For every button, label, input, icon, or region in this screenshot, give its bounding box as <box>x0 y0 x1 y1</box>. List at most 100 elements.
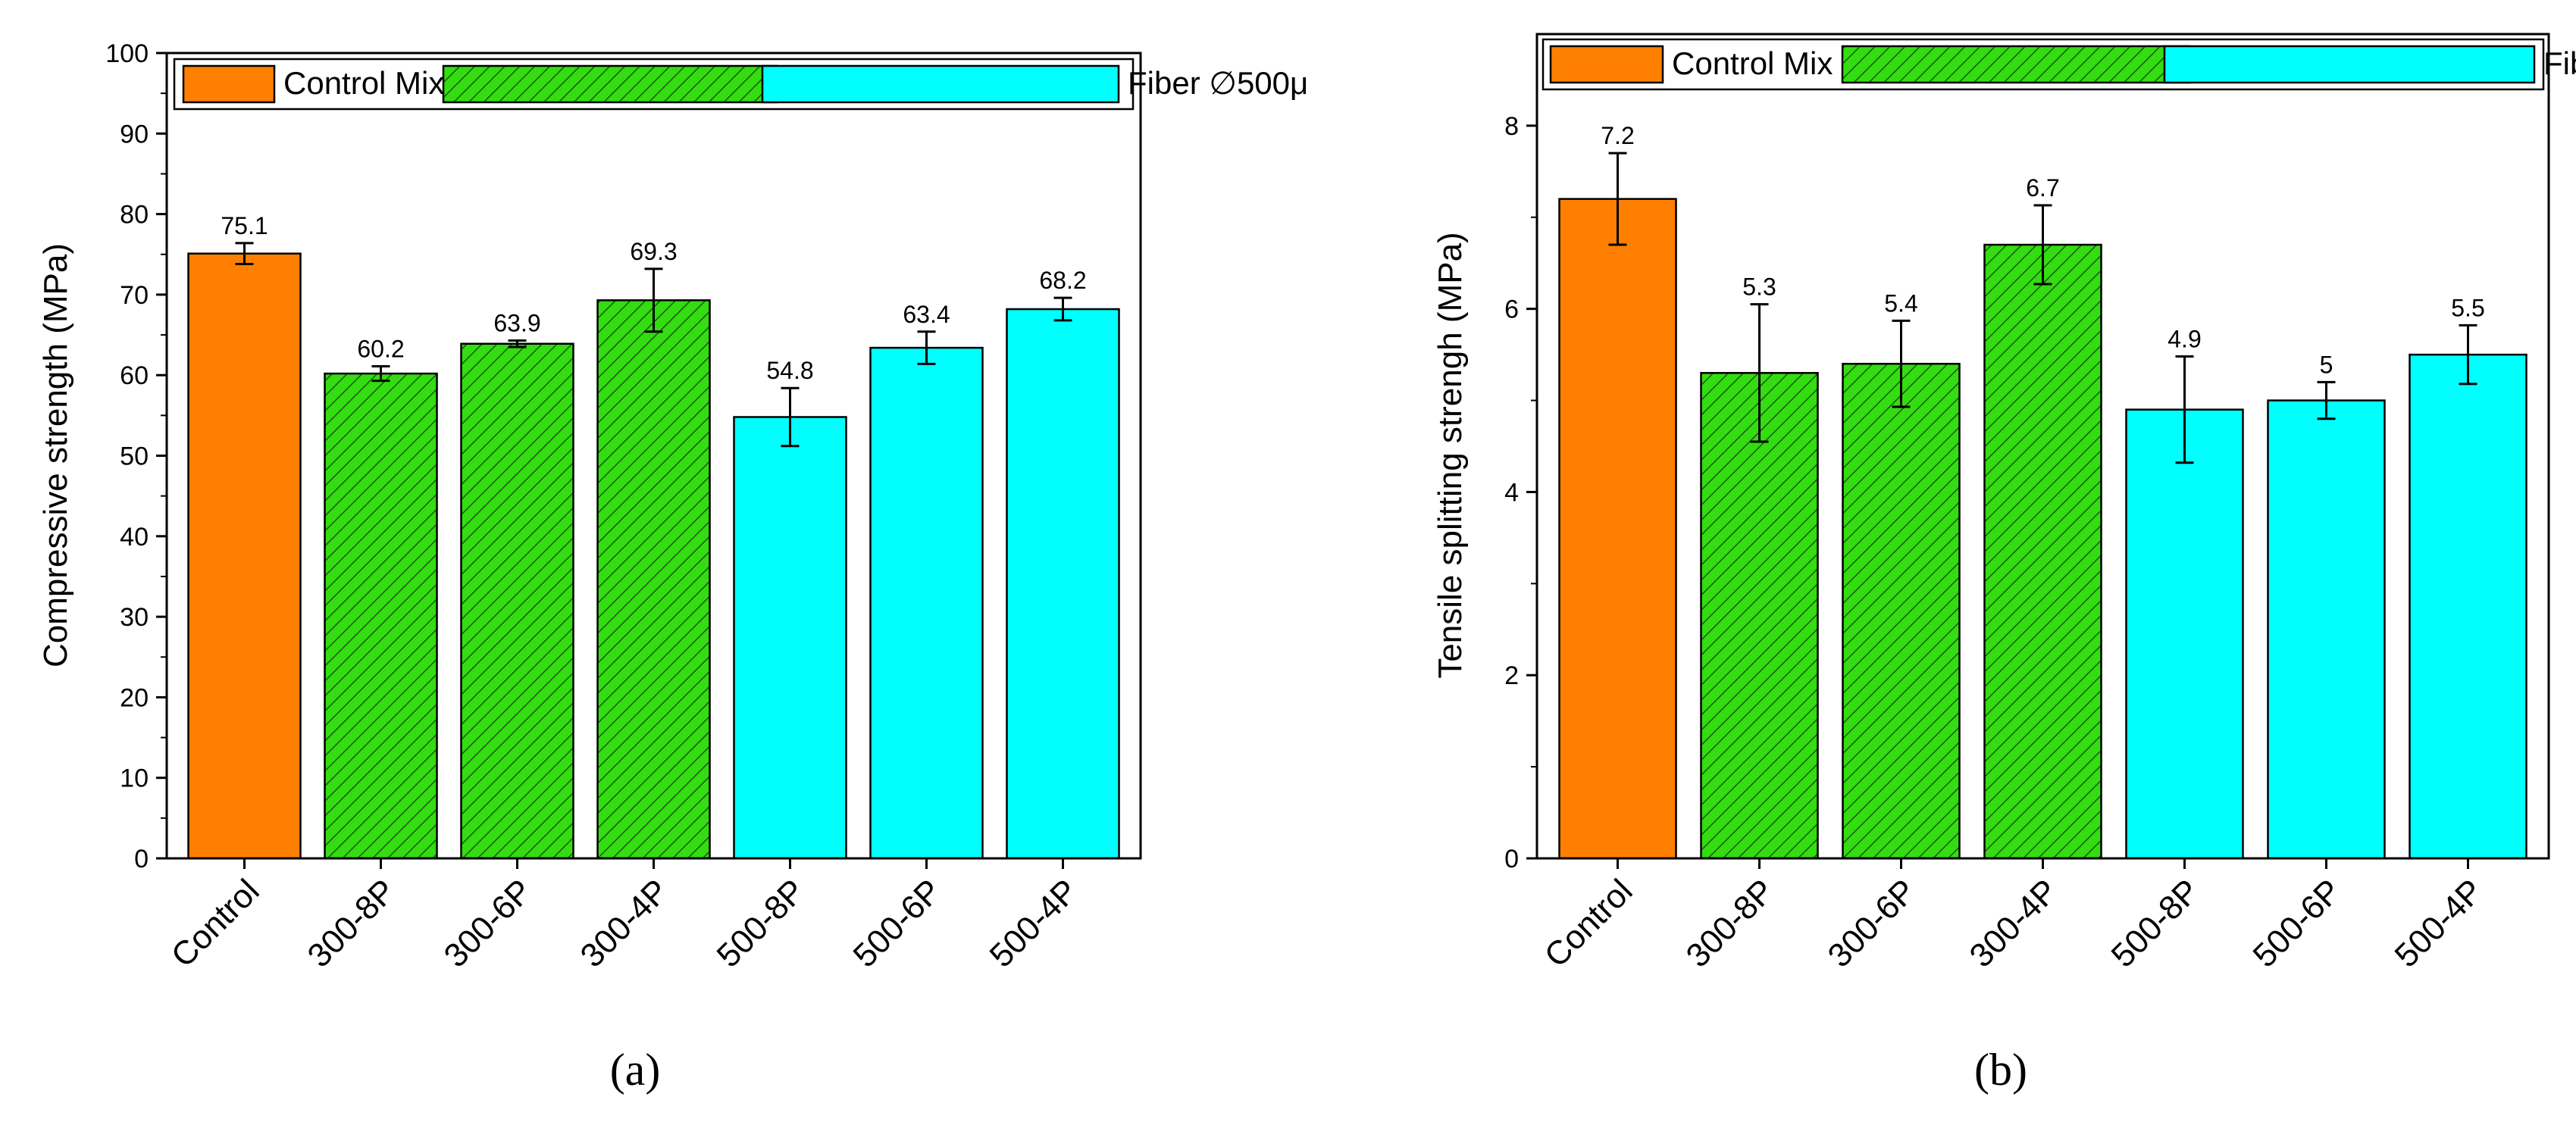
legend-swatch-control <box>1549 45 1664 84</box>
legend-label-control: Control Mix <box>1672 45 1833 81</box>
bar-500-8p <box>2125 408 2244 860</box>
legend-swatch-fiber500 <box>2163 45 2536 84</box>
legend-swatch-fiber500 <box>761 64 1120 104</box>
y-axis-ticks-b: 0 2 4 6 8 <box>1504 112 1537 874</box>
value-labels-a: 75.1 60.2 63.9 69.3 54.8 63.4 68.2 <box>221 212 1086 384</box>
value-label: 7.2 <box>1601 122 1634 149</box>
bar-300-8p <box>324 372 438 860</box>
plot-frame-b <box>1535 33 2550 860</box>
error-bar-500-4p <box>1053 296 1072 322</box>
y-tick-label: 4 <box>1504 478 1519 507</box>
error-bar-control <box>1608 152 1627 246</box>
bar-500-4p <box>2409 353 2527 860</box>
y-tick-label: 70 <box>120 281 149 310</box>
value-label: 54.8 <box>766 357 813 384</box>
y-tick-label: 0 <box>134 845 149 874</box>
y-tick-label: 0 <box>1504 845 1519 874</box>
error-bar-control <box>235 242 254 266</box>
y-tick-label: 8 <box>1504 112 1519 141</box>
error-bar-500-4p <box>2459 323 2477 386</box>
legend-label-control: Control Mix <box>283 65 444 101</box>
y-tick-label: 2 <box>1504 661 1519 690</box>
y-tick-label: 10 <box>120 764 149 793</box>
y-tick-label: 6 <box>1504 295 1519 324</box>
error-bars-a <box>235 242 1072 448</box>
panel-caption-a: (a) <box>610 1045 661 1095</box>
bar-300-6p <box>460 342 574 860</box>
bar-control <box>1558 198 1677 860</box>
plot-frame-a <box>165 52 1142 860</box>
x-tick-label: Control <box>1538 872 1640 974</box>
bar-300-4p <box>1983 243 2102 860</box>
y-axis-label-b: Tensile splitting strengh (MPa) <box>1432 232 1469 678</box>
x-tick-label: 500-4P <box>983 872 1085 974</box>
bar-500-8p <box>733 416 847 860</box>
legend-label-fiber500: Fiber ∅500μ <box>2543 45 2576 81</box>
chart-panel-a: 75.1 60.2 63.9 69.3 54.8 63.4 68.2 0 10 20 30 40 50… <box>37 39 1308 1095</box>
bar-500-6p <box>869 346 984 860</box>
chart-panel-b: 7.2 5.3 5.4 6.7 4.9 5 5.5 0 2 4 6 8 Control 300-8P 3… <box>1432 33 2576 1095</box>
x-tick-label: 500-6P <box>847 872 949 974</box>
bar-control <box>187 252 302 860</box>
y-tick-label: 90 <box>120 120 149 148</box>
value-label: 4.9 <box>2168 326 2201 353</box>
error-bar-500-8p <box>781 386 800 448</box>
value-label: 69.3 <box>630 238 677 265</box>
value-label: 5 <box>2320 351 2333 378</box>
x-tick-label: 300-4P <box>1963 872 2065 974</box>
value-label: 6.7 <box>2026 174 2059 202</box>
value-label: 63.4 <box>903 301 950 328</box>
x-tick-label: 300-6P <box>437 872 540 974</box>
error-bars-b <box>1608 152 2477 464</box>
x-tick-label: 500-6P <box>2246 872 2349 974</box>
y-axis-ticks-a: 0 10 20 30 40 50 60 70 80 90 100 <box>105 39 167 874</box>
x-tick-label: 500-8P <box>710 872 812 974</box>
bar-500-4p <box>1006 308 1120 860</box>
legend-label-fiber500: Fiber ∅500μ <box>1128 65 1308 101</box>
x-tick-label: 500-4P <box>2388 872 2490 974</box>
error-bar-300-8p <box>371 365 390 383</box>
error-bar-300-4p <box>644 267 663 333</box>
y-axis-label-a: Compressive strength (MPa) <box>37 243 74 667</box>
x-axis-ticks-a: Control 300-8P 300-6P 300-4P 500-8P 500-6P 500… <box>164 858 1085 974</box>
bar-300-8p <box>1700 372 1819 860</box>
bar-300-4p <box>596 299 711 860</box>
error-bar-500-6p <box>2317 380 2336 420</box>
y-tick-label: 80 <box>120 201 149 230</box>
error-bar-300-4p <box>2033 204 2052 286</box>
error-bar-300-6p <box>1892 319 1911 408</box>
value-label: 5.3 <box>1742 273 1776 301</box>
value-label: 63.9 <box>493 309 540 336</box>
x-tick-label: 300-6P <box>1821 872 1923 974</box>
bar-300-6p <box>1842 362 1961 860</box>
bar-series-a <box>187 252 1120 860</box>
y-tick-label: 30 <box>120 603 149 632</box>
value-label: 5.5 <box>2451 294 2484 321</box>
legend-swatch-control <box>182 64 276 104</box>
x-axis-ticks-b: Control 300-8P 300-6P 300-4P 500-8P 500-6P 500… <box>1538 858 2490 974</box>
x-tick-label: 500-8P <box>2105 872 2207 974</box>
legend-swatch-fiber300 <box>1841 45 2191 84</box>
y-tick-label: 20 <box>120 683 149 712</box>
x-tick-label: Control <box>164 872 267 974</box>
legend-swatch-fiber300 <box>442 64 778 104</box>
error-bar-500-8p <box>2175 355 2194 464</box>
value-label: 75.1 <box>221 212 268 239</box>
y-tick-label: 40 <box>120 523 149 552</box>
value-label: 68.2 <box>1039 267 1086 294</box>
y-tick-label: 100 <box>105 39 149 68</box>
y-tick-label: 50 <box>120 442 149 471</box>
x-tick-label: 300-8P <box>1679 872 1782 974</box>
panel-caption-b: (b) <box>1974 1045 2027 1095</box>
value-label: 60.2 <box>357 336 404 363</box>
bar-series-b <box>1558 198 2527 860</box>
value-label: 5.4 <box>1884 289 1917 317</box>
value-labels-b: 7.2 5.3 5.4 6.7 4.9 5 5.5 <box>1601 122 2484 378</box>
bar-500-6p <box>2267 399 2386 860</box>
y-tick-label: 60 <box>120 361 149 390</box>
x-tick-label: 300-4P <box>574 872 676 974</box>
x-tick-label: 300-8P <box>301 872 403 974</box>
